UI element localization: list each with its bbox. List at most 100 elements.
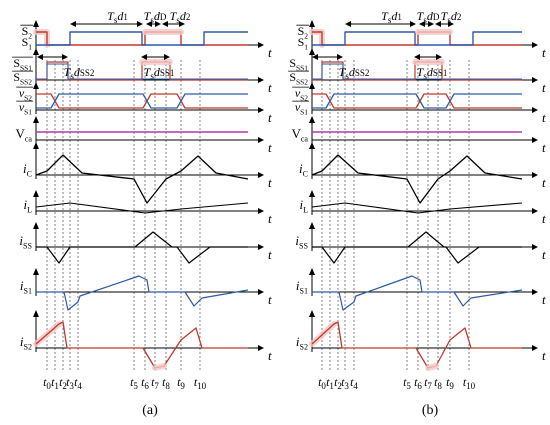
- panel-b-dur-dd: TsdD: [417, 9, 440, 25]
- panel-a-label-s-1: S1: [22, 35, 33, 51]
- panel-a-axis-arrow-is1: [258, 289, 264, 295]
- panel-a-dim-ss1-head-left: [141, 54, 147, 60]
- caption-a: (a): [142, 403, 158, 418]
- panel-a-label-il: iL: [23, 197, 32, 215]
- panel-a-ic-trace: [35, 154, 249, 204]
- panel-a-label-is1: iS1: [20, 278, 32, 296]
- panel-b-label-is1: iS1: [296, 278, 308, 296]
- panel-a-label-ic: iC: [23, 161, 32, 179]
- panel-b-t-label-vs: t: [542, 110, 546, 125]
- panel-b-dim-ss1-head-right: [436, 54, 442, 60]
- panel-a-t-label-iss: t: [268, 247, 272, 262]
- panel-a-tick-t5: t5: [130, 375, 138, 391]
- panel-a-t-label-vca: t: [268, 140, 272, 155]
- panel-a-is1-trace: [36, 275, 249, 311]
- panel-a-is2-glow-2: [152, 363, 167, 371]
- panel-a-tick-t4: t4: [74, 375, 82, 391]
- panel-b-t-label-is1: t: [542, 292, 546, 307]
- panel-b-yaxis-arrow-vca: [309, 116, 315, 123]
- panel-a-yaxis-arrow-s: [33, 20, 39, 27]
- panel-a-yaxis-arrow-ic: [33, 142, 39, 149]
- panel-a-tick-t9: t9: [177, 375, 185, 391]
- panel-a-dur-d2: Tsd2: [170, 9, 191, 25]
- panel-b-dur-ss2: TsdSS2: [339, 65, 370, 81]
- panel-a-s2-glow: [33, 29, 50, 48]
- panel-a-dur-dd: TsdD: [144, 9, 167, 25]
- panel-a-tick-t3: t3: [66, 375, 74, 391]
- panel-a-label-vs-1: vS1: [19, 100, 32, 116]
- panel-b-axis-arrow-is2: [532, 345, 538, 351]
- panel-b-axis-arrow-iss: [532, 244, 538, 250]
- panel-b-tick-t8: t8: [434, 375, 442, 391]
- panel-b-t-label-is2: t: [542, 348, 546, 363]
- panel-b-label-vs-0: vS2: [295, 86, 308, 102]
- panel-a-axis-arrow-ss: [258, 77, 264, 83]
- panel-b-yaxis-arrow-s: [309, 20, 315, 27]
- panel-a-dim-d2-head-right: [179, 21, 185, 27]
- panel-a-label-ss-1: SSS2: [13, 70, 32, 86]
- panel-b-tick-t3: t3: [341, 375, 349, 391]
- panel-b-is1-trace: [312, 275, 523, 311]
- panel-b-yaxis-arrow-iss: [309, 222, 315, 229]
- panel-b-dim-d2-head-right: [448, 21, 454, 27]
- panel-a-is2-trace: [35, 321, 248, 369]
- panel-a-vs2-trace: [36, 93, 248, 109]
- panel-b-vs1-trace: [312, 93, 522, 109]
- panel-a-t-label-is1: t: [268, 292, 272, 307]
- panel-a-axis-arrow-is2: [258, 345, 264, 351]
- panel-a-dim-ss2-head-left: [37, 54, 43, 60]
- panel-a-yaxis-arrow-iss: [33, 222, 39, 229]
- panel-b-dim-d1-head-left: [345, 21, 351, 27]
- panel-b-dim-dd-head-right: [428, 21, 434, 27]
- panel-b-yaxis-arrow-is2: [309, 310, 315, 317]
- panel-a-dur-d1: Tsd1: [107, 9, 128, 25]
- panel-a-axis-arrow-ic: [258, 172, 264, 178]
- panel-a-tick-t2: t2: [59, 375, 67, 391]
- panel-a-label-iss: iSS: [19, 233, 32, 251]
- panel-a-label-s-0: S2: [22, 24, 33, 40]
- panel-b-t-label-s: t: [542, 45, 546, 60]
- panel-b-t-label-ss: t: [542, 80, 546, 95]
- panel-b-dim-dd-head-left: [419, 21, 425, 27]
- panel-b-dim-ss1-head-left: [414, 54, 420, 60]
- panel-b-tick-t6: t6: [414, 375, 422, 391]
- panel-b-axis-arrow-is1: [532, 289, 538, 295]
- panel-b-iss-trace: [312, 231, 522, 264]
- panel-a-label-is2: iS2: [20, 334, 32, 352]
- panel-a-dim-dd-head-right: [155, 21, 161, 27]
- panel-b-yaxis-arrow-vs: [309, 82, 315, 89]
- panel-b-is2-trace: [311, 321, 522, 369]
- panel-a-label-vs-0: vS2: [19, 86, 32, 102]
- panel-b-il-trace: [311, 202, 523, 214]
- panel-b-s1-trace: [312, 31, 522, 46]
- panel-b-t-label-ic: t: [542, 175, 546, 190]
- caption-b: (b): [422, 403, 439, 418]
- panel-b-label-iss: iSS: [295, 233, 308, 251]
- panel-b-dim-ss2-head-right: [337, 54, 343, 60]
- panel-b-t-label-iss: t: [542, 247, 546, 262]
- panel-b-s2-trace: [312, 31, 522, 46]
- panel-b-dim-d1-head-right: [410, 21, 416, 27]
- panel-b-dim-ss2-head-left: [312, 54, 318, 60]
- panel-a-yaxis-arrow-il: [33, 190, 39, 197]
- panel-a-t-label-is2: t: [268, 348, 272, 363]
- panel-a-dur-ss2: TsdSS2: [64, 65, 95, 81]
- panel-b-label-ic: iC: [299, 161, 308, 179]
- panel-a-tick-t7: t7: [151, 375, 159, 391]
- panel-a-dim-dd-head-left: [146, 21, 152, 27]
- panel-b-tick-t0: t0: [318, 375, 326, 391]
- panel-b-dur-d1: Tsd1: [381, 9, 402, 25]
- panel-b-yaxis-arrow-ic: [309, 142, 315, 149]
- panel-b-axis-arrow-s: [532, 42, 538, 48]
- panel-a-tick-t10: t10: [194, 375, 207, 391]
- panel-b-tick-t9: t9: [446, 375, 454, 391]
- panel-a-yaxis-arrow-is1: [33, 268, 39, 275]
- panel-a-axis-arrow-s: [258, 42, 264, 48]
- panel-a-axis-arrow-vca: [258, 137, 264, 143]
- panel-a-t-label-ss: t: [268, 80, 272, 95]
- panel-a-dim-d1-head-left: [70, 21, 76, 27]
- panel-a-tick-t0: t0: [43, 375, 51, 391]
- panel-a-yaxis-arrow-is2: [33, 310, 39, 317]
- panel-b-label-ss-1: SSS2: [289, 70, 308, 86]
